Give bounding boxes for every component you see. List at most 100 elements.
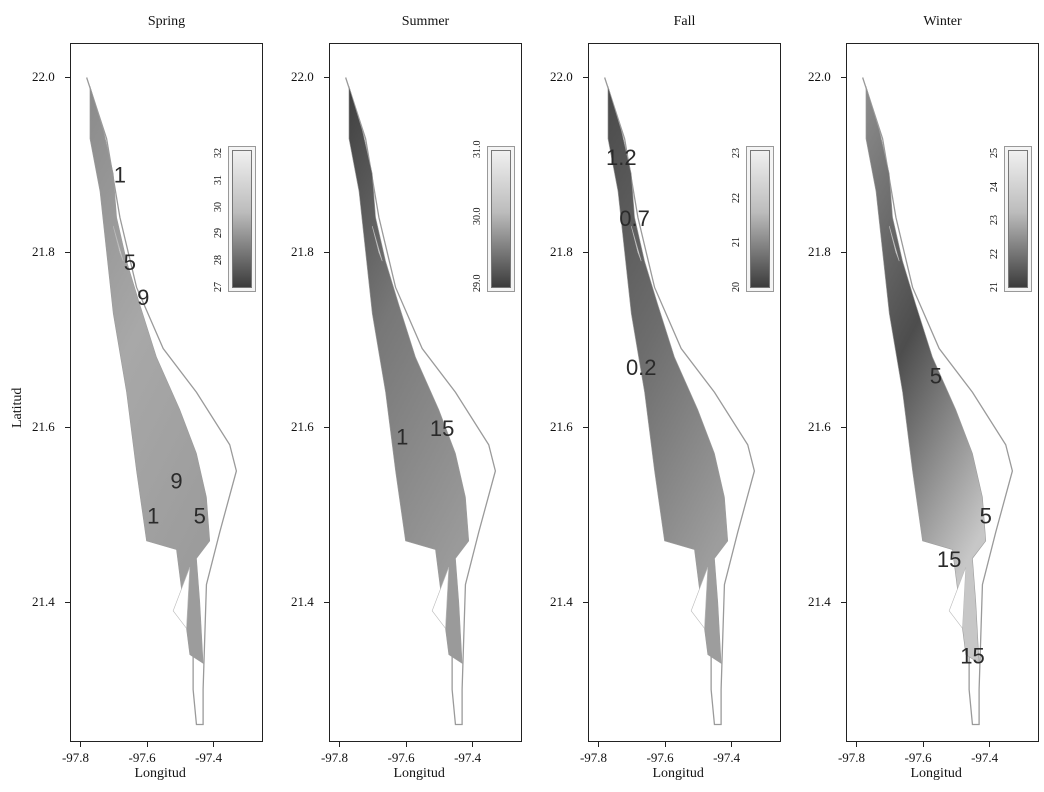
y-tick-label: 22.0 <box>291 69 314 85</box>
contour-label: 1 <box>114 162 126 187</box>
y-tick-label: 21.8 <box>32 244 55 260</box>
island <box>888 226 900 262</box>
x-tick-mark <box>213 742 215 747</box>
y-tick-mark <box>583 252 588 254</box>
x-tick-mark <box>146 742 148 747</box>
x-tick-label: -97.8 <box>837 750 866 765</box>
x-tick-label: -97.4 <box>971 750 999 765</box>
contour-label: 5 <box>930 364 942 389</box>
y-tick-mark <box>324 427 329 429</box>
y-tick-label: 21.4 <box>550 594 573 610</box>
plot-frame <box>846 43 1039 742</box>
contour-label: 1 <box>147 503 159 528</box>
x-tick-label: -97.4 <box>195 750 223 765</box>
y-tick-mark <box>841 602 846 604</box>
color-bar <box>1008 150 1028 288</box>
color-bar <box>750 150 770 288</box>
x-tick-label: -97.6 <box>387 750 415 765</box>
legend-tick-label: 21 <box>989 282 1000 292</box>
y-tick-label: 21.8 <box>291 244 314 260</box>
island <box>112 226 124 262</box>
water-surface-shading <box>607 86 729 664</box>
y-tick-label: 21.6 <box>32 419 55 435</box>
legend-tick-label: 23 <box>989 215 1000 225</box>
legend-tick-label: 24 <box>989 181 1000 192</box>
island <box>690 567 709 630</box>
x-tick-label: -97.6 <box>904 750 932 765</box>
x-tick-mark <box>989 742 991 747</box>
x-tick-label: -97.8 <box>320 750 349 765</box>
contour-label: 15 <box>430 416 454 441</box>
plot-frame <box>588 43 781 742</box>
island <box>948 567 967 630</box>
x-tick-mark <box>855 742 857 747</box>
x-tick-label: -97.4 <box>454 750 482 765</box>
contour-label: 15 <box>937 547 961 572</box>
y-tick-mark <box>841 252 846 254</box>
contour-label: 1 <box>396 425 408 450</box>
contour-label: 9 <box>170 468 182 493</box>
y-tick-mark <box>65 252 70 254</box>
y-tick-mark <box>65 427 70 429</box>
y-tick-mark <box>583 77 588 79</box>
color-legend <box>487 146 515 292</box>
panel-title: Fall <box>673 14 696 29</box>
x-axis-label: Longitud <box>910 766 962 781</box>
panel-title: Winter <box>923 14 962 29</box>
x-tick-mark <box>731 742 733 747</box>
y-tick-label: 21.4 <box>32 594 55 610</box>
y-tick-mark <box>324 602 329 604</box>
contour-label: 0.7 <box>619 206 650 231</box>
x-tick-label: -97.6 <box>128 750 156 765</box>
color-legend <box>746 146 774 292</box>
y-tick-label: 21.8 <box>550 244 573 260</box>
contour-label: 0.2 <box>626 355 657 380</box>
island <box>630 226 642 262</box>
shoreline-outline <box>862 77 1014 726</box>
island <box>172 567 191 630</box>
x-tick-mark <box>405 742 407 747</box>
x-tick-label: -97.8 <box>579 750 608 765</box>
y-tick-mark <box>841 427 846 429</box>
island <box>371 226 383 262</box>
x-tick-label: -97.8 <box>61 750 90 765</box>
contour-label: 5 <box>980 503 992 528</box>
shoreline-outline <box>604 77 756 726</box>
x-axis-label: Longitud <box>134 766 186 781</box>
x-tick-mark <box>922 742 924 747</box>
x-tick-mark <box>664 742 666 747</box>
water-surface-shading <box>89 86 211 664</box>
y-tick-mark <box>583 602 588 604</box>
y-tick-mark <box>65 77 70 79</box>
shoreline-outline <box>345 77 497 726</box>
y-tick-label: 21.6 <box>550 419 573 435</box>
contour-label: 1.2 <box>606 145 637 170</box>
legend-tick-label: 22 <box>989 248 1000 259</box>
y-tick-mark <box>324 77 329 79</box>
color-legend <box>228 146 256 292</box>
y-tick-mark <box>583 427 588 429</box>
water-surface-shading <box>865 86 987 664</box>
x-tick-mark <box>79 742 81 747</box>
x-axis-label: Longitud <box>393 766 445 781</box>
y-tick-mark <box>65 602 70 604</box>
island <box>431 567 450 630</box>
y-tick-mark <box>324 252 329 254</box>
x-tick-label: -97.6 <box>646 750 674 765</box>
color-bar <box>491 150 511 288</box>
y-tick-label: 21.6 <box>291 419 314 435</box>
x-tick-mark <box>597 742 599 747</box>
y-tick-label: 21.6 <box>808 419 831 435</box>
plot-frame <box>70 43 263 742</box>
y-tick-label: 22.0 <box>550 69 573 85</box>
plot-frame <box>329 43 522 742</box>
x-axis-label: Longitud <box>652 766 704 781</box>
x-tick-label: -97.4 <box>713 750 741 765</box>
y-tick-label: 22.0 <box>808 69 831 85</box>
panel-title: Spring <box>147 14 186 29</box>
